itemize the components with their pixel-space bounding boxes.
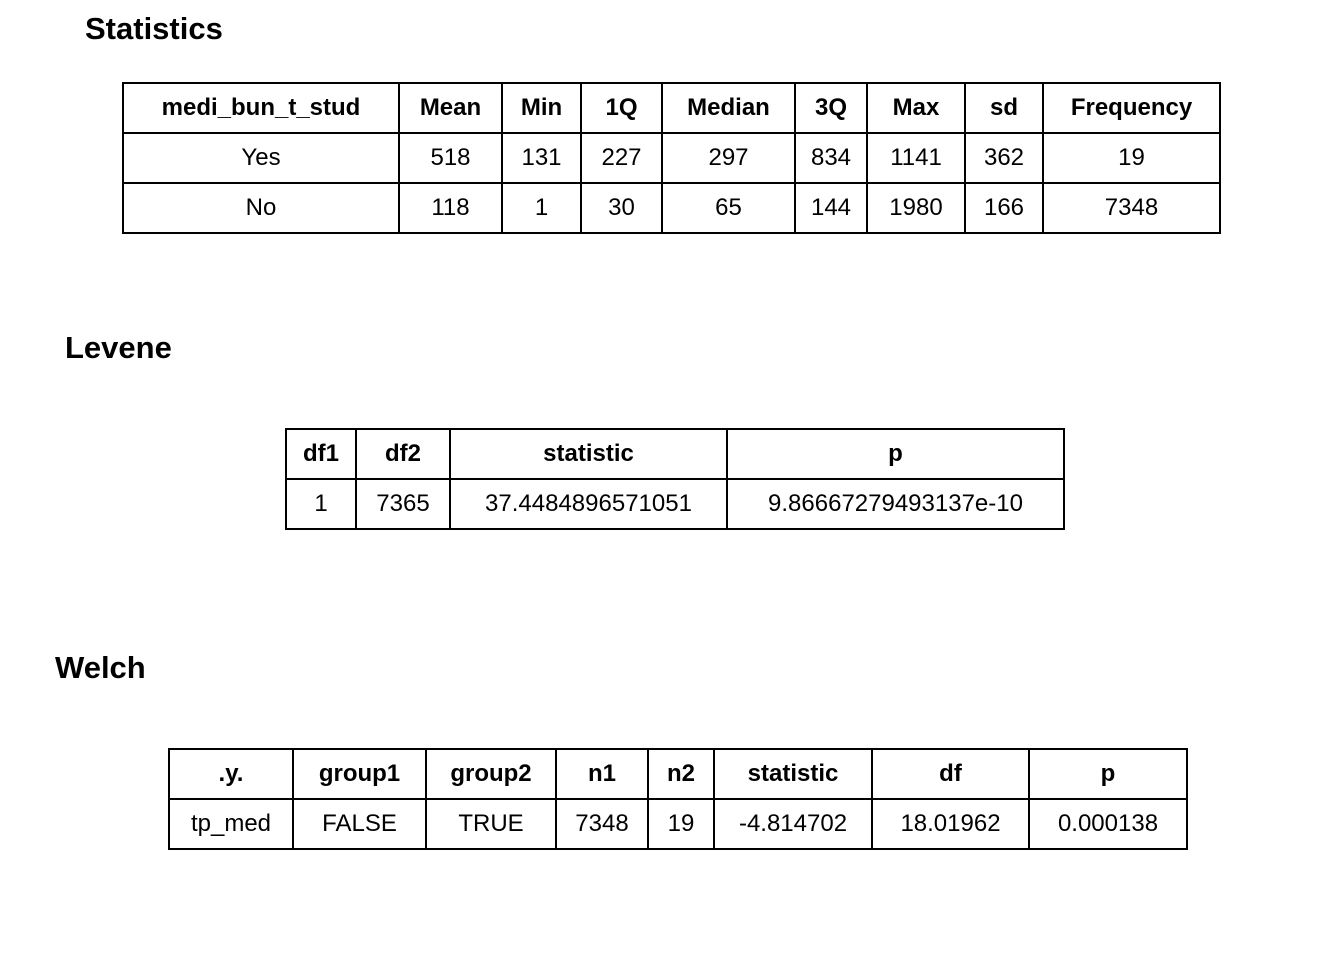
table-cell: No	[122, 182, 400, 234]
levene-title-wrap: Levene	[65, 330, 172, 365]
column-header: medi_bun_t_stud	[122, 82, 400, 134]
welch-table: .y. group1 group2 n1 n2 statistic df p tp_med FAL…	[168, 748, 1188, 850]
statistics-table: medi_bun_t_stud Mean Min 1Q Median 3Q Max sd Fre…	[122, 82, 1221, 234]
table-cell: 7365	[355, 478, 451, 530]
table-cell: 37.4484896571051	[449, 478, 728, 530]
welch-title-wrap: Welch	[55, 650, 146, 685]
table-cell: TRUE	[425, 798, 557, 850]
header-row: df1 df2 statistic p	[285, 428, 1065, 480]
table-cell: 144	[794, 182, 868, 234]
column-header: df	[871, 748, 1030, 800]
column-header: group2	[425, 748, 557, 800]
levene-title: Levene	[65, 330, 172, 365]
column-header: statistic	[449, 428, 728, 480]
column-header: df2	[355, 428, 451, 480]
table-cell: 19	[647, 798, 715, 850]
table-cell: 30	[580, 182, 663, 234]
column-header: Frequency	[1042, 82, 1221, 134]
table-cell: 118	[398, 182, 503, 234]
table-cell: 518	[398, 132, 503, 184]
column-header: df1	[285, 428, 357, 480]
levene-table: df1 df2 statistic p 1 7365 37.4484896571051 9.8…	[285, 428, 1065, 530]
column-header: p	[726, 428, 1065, 480]
table-cell: 0.000138	[1028, 798, 1188, 850]
table-row: tp_med FALSE TRUE 7348 19 -4.814702 18.01962 0.…	[168, 798, 1188, 850]
table-cell: 1	[501, 182, 582, 234]
table-cell: 362	[964, 132, 1044, 184]
column-header: Max	[866, 82, 966, 134]
table-cell: tp_med	[168, 798, 294, 850]
column-header: n1	[555, 748, 649, 800]
table-cell: 7348	[1042, 182, 1221, 234]
welch-title: Welch	[55, 650, 146, 685]
table-row: Yes 518 131 227 297 834 1141 362 19	[122, 132, 1221, 184]
column-header: group1	[292, 748, 427, 800]
column-header: sd	[964, 82, 1044, 134]
column-header: Mean	[398, 82, 503, 134]
table-cell: 834	[794, 132, 868, 184]
table-cell: 297	[661, 132, 796, 184]
table-cell: 9.86667279493137e-10	[726, 478, 1065, 530]
column-header: n2	[647, 748, 715, 800]
table-cell: 18.01962	[871, 798, 1030, 850]
column-header: 3Q	[794, 82, 868, 134]
table-cell: 7348	[555, 798, 649, 850]
table-row: No 118 1 30 65 144 1980 166 7348	[122, 182, 1221, 234]
statistics-title: Statistics	[85, 11, 223, 46]
column-header: 1Q	[580, 82, 663, 134]
column-header: .y.	[168, 748, 294, 800]
table-cell: 1	[285, 478, 357, 530]
header-row: .y. group1 group2 n1 n2 statistic df p	[168, 748, 1188, 800]
table-cell: 227	[580, 132, 663, 184]
table-cell: 1141	[866, 132, 966, 184]
table-cell: FALSE	[292, 798, 427, 850]
column-header: Median	[661, 82, 796, 134]
column-header: statistic	[713, 748, 873, 800]
header-row: medi_bun_t_stud Mean Min 1Q Median 3Q Max sd Fre…	[122, 82, 1221, 134]
table-cell: Yes	[122, 132, 400, 184]
table-cell: -4.814702	[713, 798, 873, 850]
column-header: p	[1028, 748, 1188, 800]
table-cell: 1980	[866, 182, 966, 234]
statistics-title-wrap: Statistics	[85, 11, 223, 46]
table-cell: 65	[661, 182, 796, 234]
table-row: 1 7365 37.4484896571051 9.86667279493137e-1…	[285, 478, 1065, 530]
table-cell: 166	[964, 182, 1044, 234]
column-header: Min	[501, 82, 582, 134]
table-cell: 19	[1042, 132, 1221, 184]
table-cell: 131	[501, 132, 582, 184]
